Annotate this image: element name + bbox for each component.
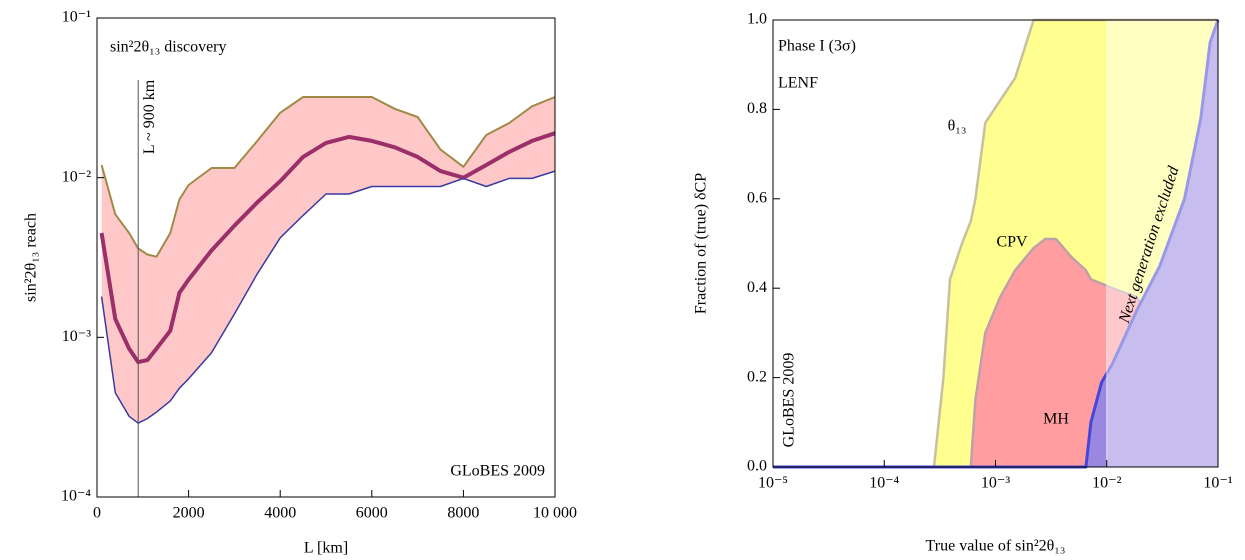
area-label: CPV	[996, 234, 1028, 251]
plot-frame	[96, 17, 556, 498]
annotation: GLoBES 2009	[450, 463, 545, 480]
y-tick-label: 10⁻³	[62, 328, 91, 345]
y-tick-label: 1.0	[747, 11, 767, 28]
line	[100, 170, 556, 424]
area-label: MH	[1043, 411, 1069, 428]
y-tick-label: 0.8	[747, 100, 767, 117]
x-tick-label: 10⁻²	[1092, 475, 1121, 492]
y-tick-label: 10⁻⁴	[61, 488, 91, 505]
x-tick-label: 10⁻⁴	[869, 475, 899, 492]
chart-title: sin²2θ₁₃ discovery	[110, 39, 227, 56]
area	[773, 20, 1218, 467]
y-tick-label: 0.2	[747, 368, 767, 385]
chart-title: Phase I (3σ)	[778, 38, 856, 55]
area	[773, 239, 1160, 467]
x-tick-label: 2000	[173, 505, 205, 522]
annotation: GLoBES 2009	[781, 353, 798, 448]
x-tick-label: 6000	[356, 505, 388, 522]
line	[100, 96, 556, 258]
x-tick-label: 10 000	[533, 505, 577, 522]
reference-label: L ~ 900 km	[141, 79, 158, 154]
x-axis-label: True value of sin²2θ₁₃	[926, 538, 1066, 555]
area-label: θ₁₃	[948, 118, 967, 135]
chart-subtitle: LENF	[778, 75, 818, 92]
x-tick-label: 0	[93, 505, 101, 522]
y-tick-label: 0.6	[747, 189, 767, 206]
x-tick-label: 8000	[447, 505, 479, 522]
x-tick-label: 10⁻⁵	[758, 475, 788, 492]
excluded-region	[1106, 20, 1218, 467]
y-axis-label: Fraction of (true) δCP	[693, 173, 710, 314]
y-tick-label: 0.0	[747, 458, 767, 475]
y-tick-label: 0.4	[747, 279, 767, 296]
x-tick-label: 10⁻³	[981, 475, 1010, 492]
x-tick-label: 4000	[264, 505, 296, 522]
x-axis-label: L [km]	[304, 540, 348, 557]
y-tick-label: 10⁻²	[62, 168, 91, 185]
y-tick-label: 10⁻¹	[62, 9, 91, 26]
band	[101, 97, 555, 424]
x-tick-label: 10⁻¹	[1203, 475, 1232, 492]
y-axis-label: sin²2θ₁₃ reach	[23, 213, 40, 302]
